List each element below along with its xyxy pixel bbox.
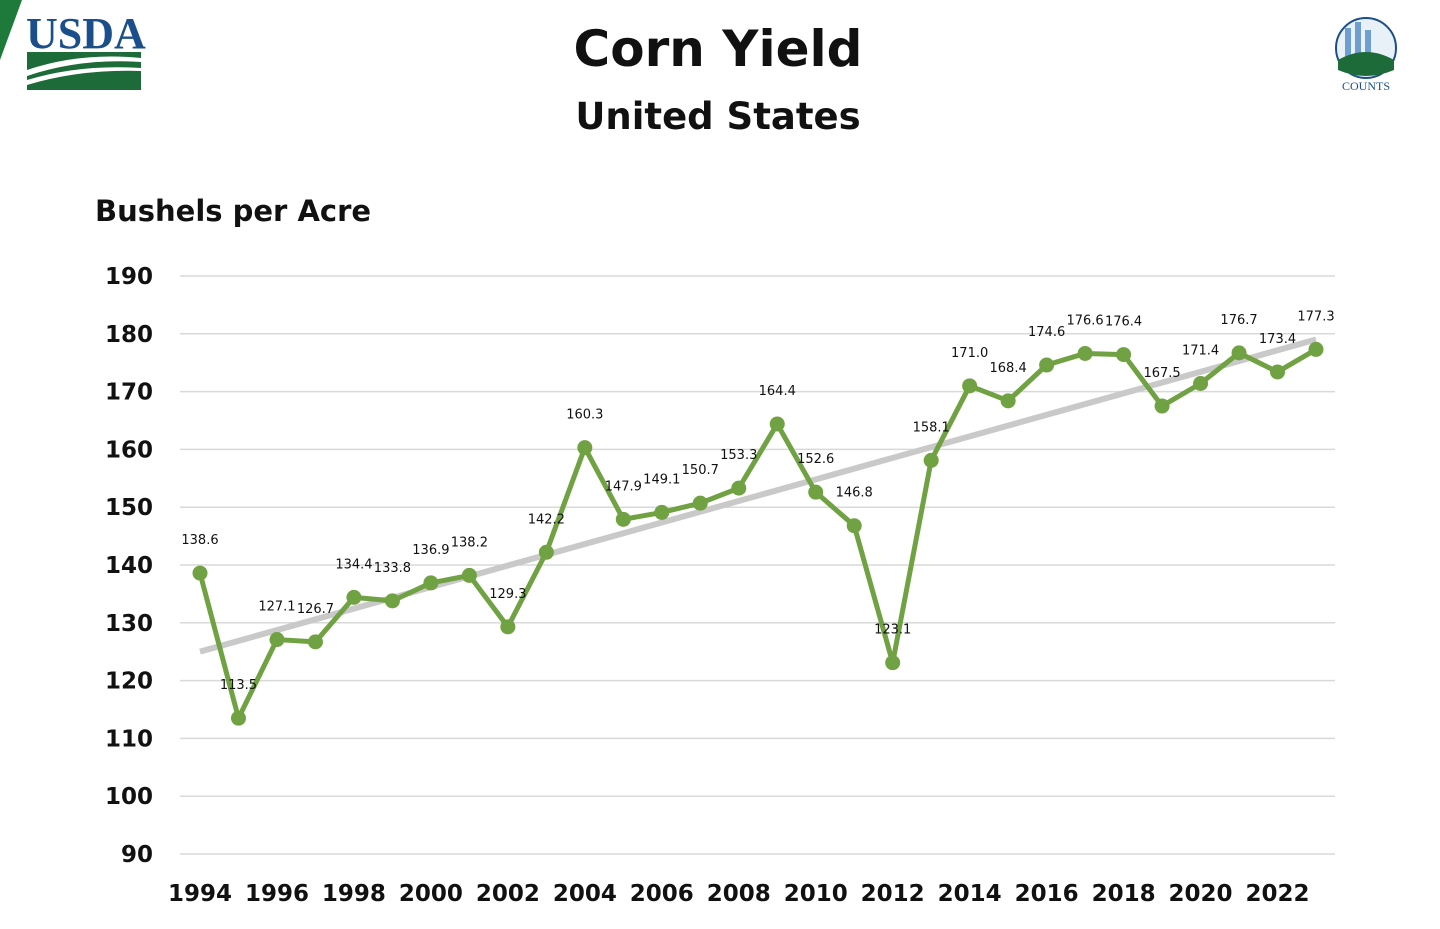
y-tick-label: 140 xyxy=(105,553,153,579)
data-point xyxy=(731,480,747,496)
x-tick-label: 2010 xyxy=(784,881,848,907)
corner-accent xyxy=(0,0,22,60)
data-point xyxy=(692,495,708,511)
data-point xyxy=(538,544,554,560)
data-label: 147.9 xyxy=(605,479,642,494)
data-point xyxy=(1308,341,1324,357)
data-point xyxy=(1116,347,1132,363)
data-label: 168.4 xyxy=(990,361,1027,376)
chart-subtitle: United States xyxy=(575,95,860,138)
data-point xyxy=(384,593,400,609)
svg-text:COUNTS: COUNTS xyxy=(1342,79,1390,93)
y-tick-label: 160 xyxy=(105,437,153,463)
x-tick-label: 2016 xyxy=(1015,881,1079,907)
data-point xyxy=(769,416,785,432)
y-axis-label: Bushels per Acre xyxy=(95,194,371,228)
data-point xyxy=(1039,357,1055,373)
data-label: 123.1 xyxy=(874,623,911,638)
x-tick-label: 2014 xyxy=(938,881,1002,907)
data-point xyxy=(923,452,939,468)
data-point xyxy=(846,518,862,534)
data-point xyxy=(307,634,323,650)
data-label: 164.4 xyxy=(759,384,796,399)
data-point xyxy=(1077,345,1093,361)
y-tick-label: 110 xyxy=(105,726,153,752)
data-point xyxy=(615,511,631,527)
y-tick-label: 90 xyxy=(121,842,153,868)
data-label: 136.9 xyxy=(412,543,449,558)
data-label: 173.4 xyxy=(1259,332,1296,347)
series-line xyxy=(197,347,1318,721)
data-label: 177.3 xyxy=(1297,309,1334,324)
x-tick-label: 2006 xyxy=(630,881,694,907)
data-label: 158.1 xyxy=(913,420,950,435)
x-tick-label: 2022 xyxy=(1246,881,1310,907)
data-point xyxy=(192,565,208,581)
data-label: 167.5 xyxy=(1143,366,1180,381)
data-point xyxy=(808,484,824,500)
data-label: 113.5 xyxy=(220,678,257,693)
svg-text:USDA: USDA xyxy=(26,9,146,58)
x-tick-label: 1996 xyxy=(245,881,309,907)
data-label: 176.6 xyxy=(1066,313,1103,328)
x-tick-label: 2000 xyxy=(399,881,463,907)
data-point xyxy=(962,378,978,394)
data-point xyxy=(1231,345,1247,361)
data-label: 129.3 xyxy=(489,587,526,602)
y-tick-label: 190 xyxy=(105,264,153,290)
data-label: 127.1 xyxy=(258,600,295,615)
data-label: 171.4 xyxy=(1182,344,1219,359)
y-tick-label: 170 xyxy=(105,380,153,406)
data-label: 152.6 xyxy=(797,452,834,467)
x-tick-label: 1994 xyxy=(168,881,232,907)
data-point xyxy=(269,632,285,648)
data-label: 150.7 xyxy=(682,463,719,478)
data-point xyxy=(654,504,670,520)
y-tick-label: 180 xyxy=(105,322,153,348)
data-label: 153.3 xyxy=(720,448,757,463)
data-point xyxy=(423,575,439,591)
x-tick-label: 2012 xyxy=(861,881,925,907)
data-label: 160.3 xyxy=(566,408,603,423)
data-point xyxy=(885,655,901,671)
data-point xyxy=(1270,364,1286,380)
chart-title: Corn Yield xyxy=(574,20,863,78)
data-label: 171.0 xyxy=(951,346,988,361)
data-point xyxy=(1000,393,1016,409)
agriculture-counts-logo: COUNTS xyxy=(1335,17,1397,93)
data-label: 142.2 xyxy=(528,512,565,527)
data-label: 176.7 xyxy=(1220,313,1257,328)
data-point xyxy=(346,589,362,605)
y-tick-label: 100 xyxy=(105,784,153,810)
x-tick-label: 1998 xyxy=(322,881,386,907)
usda-logo: USDA xyxy=(26,9,146,90)
x-tick-label: 2004 xyxy=(553,881,617,907)
x-tick-label: 2002 xyxy=(476,881,540,907)
x-tick-label: 2008 xyxy=(707,881,771,907)
data-label: 149.1 xyxy=(643,472,680,487)
data-point xyxy=(577,440,593,456)
data-label: 134.4 xyxy=(335,557,372,572)
data-point xyxy=(1154,398,1170,414)
x-tick-label: 2018 xyxy=(1092,881,1156,907)
data-point xyxy=(500,619,516,635)
x-tick-label: 2020 xyxy=(1169,881,1233,907)
data-label: 176.4 xyxy=(1105,315,1142,330)
data-point xyxy=(230,710,246,726)
data-label: 133.8 xyxy=(374,561,411,576)
data-label: 138.6 xyxy=(181,533,218,548)
y-tick-label: 120 xyxy=(105,669,153,695)
data-label: 146.8 xyxy=(836,486,873,501)
data-label: 126.7 xyxy=(297,602,334,617)
data-label: 174.6 xyxy=(1028,325,1065,340)
y-tick-label: 130 xyxy=(105,611,153,637)
data-label: 138.2 xyxy=(451,535,488,550)
data-point xyxy=(1193,376,1209,392)
data-point xyxy=(461,567,477,583)
y-tick-label: 150 xyxy=(105,495,153,521)
